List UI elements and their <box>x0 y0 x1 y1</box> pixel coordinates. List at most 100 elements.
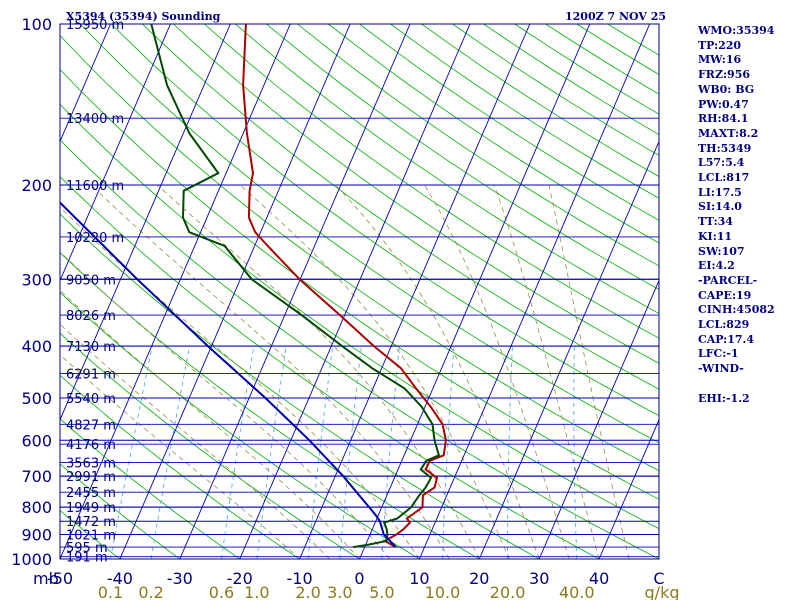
index-item: EI:4.2 <box>698 259 735 273</box>
temperature-tick-label: 30 <box>529 569 549 588</box>
index-item: LCL:817 <box>698 171 750 185</box>
isotherm-line <box>60 24 171 282</box>
mixing-ratio-label: 5.0 <box>369 583 394 600</box>
index-item: MAXT:8.2 <box>698 126 759 140</box>
height-label: 595 m <box>66 541 108 556</box>
mixing-ratio-label: 10.0 <box>425 583 461 600</box>
pressure-axis-label: mb <box>33 569 59 588</box>
height-label: 13400 m <box>66 112 124 127</box>
index-item: CAP:17.4 <box>698 332 755 346</box>
isotherm-line <box>239 24 471 559</box>
index-item: EHI:-1.2 <box>698 391 750 405</box>
height-label: 2991 m <box>66 470 116 485</box>
series-parcel-line <box>60 201 397 548</box>
index-item: SI:14.0 <box>698 200 742 214</box>
index-item: FRZ:956 <box>698 68 751 82</box>
height-label: 4176 m <box>66 438 116 453</box>
index-item: MW:16 <box>698 53 742 67</box>
index-item: CINH:45082 <box>698 303 775 317</box>
temperature-tick-label: -30 <box>167 569 193 588</box>
temperature-tick-label: -10 <box>287 569 313 588</box>
temperature-tick-label: -20 <box>227 569 253 588</box>
isotherm-line <box>359 24 591 559</box>
sounding-indices-list: WMO:35394 TP:220 MW:16 FRZ:956 WB0: BG PW:0.4… <box>698 24 775 406</box>
pressure-tick-label: 500 <box>21 389 52 408</box>
height-label: 5540 m <box>66 392 116 407</box>
isotherm-line <box>418 24 651 559</box>
series-temperature-line <box>242 24 447 548</box>
index-item: -WIND- <box>698 362 744 376</box>
pressure-tick-label: 100 <box>21 15 52 34</box>
index-item <box>698 377 775 392</box>
index-item: LCL:829 <box>698 318 750 332</box>
pressure-tick-label: 400 <box>21 337 52 356</box>
pressure-tick-label: 600 <box>21 431 52 450</box>
temperature-tick-label: 20 <box>469 569 489 588</box>
index-item: -PARCEL- <box>698 273 758 287</box>
height-label: 191 m <box>66 551 108 566</box>
index-item: WMO:35394 <box>698 24 775 37</box>
temperature-tick-label: 0 <box>354 569 364 588</box>
pressure-tick-label: 700 <box>21 467 52 486</box>
plot-frame <box>59 23 660 560</box>
isotherm-line <box>60 24 291 559</box>
index-item: LFC:-1 <box>698 347 739 361</box>
index-item: TT:34 <box>698 215 733 229</box>
pressure-tick-label: 200 <box>21 176 52 195</box>
height-label: 11600 m <box>66 179 124 194</box>
height-label: 9050 m <box>66 273 116 288</box>
moist-adiabat-line <box>494 184 600 559</box>
height-label: 4827 m <box>66 418 116 433</box>
pressure-tick-label: 300 <box>21 270 52 289</box>
temperature-unit-label: C <box>653 569 664 588</box>
sounding-profiles <box>60 24 447 549</box>
temperature-tick-label: -40 <box>107 569 133 588</box>
height-label: 1472 m <box>66 515 116 530</box>
pressure-tick-label: 900 <box>21 526 52 545</box>
index-item: L57:5.4 <box>698 156 745 170</box>
isotherm-line <box>598 418 659 559</box>
temperature-tick-label: 40 <box>589 569 609 588</box>
mixing-ratio-label: 20.0 <box>490 583 526 600</box>
mixing-ratio-label: 0.1 <box>98 583 123 600</box>
isotherm-line <box>538 279 659 559</box>
height-label: 8026 m <box>66 309 116 324</box>
mixing-ratio-label: 0.2 <box>138 583 163 600</box>
temperature-tick-label: -50 <box>47 569 73 588</box>
height-label: 1949 m <box>66 501 116 516</box>
series-dewpoint-line <box>150 24 441 549</box>
height-label: 3563 m <box>66 456 116 471</box>
pressure-tick-label: 1000 <box>11 550 52 569</box>
pressure-tick-label: 800 <box>21 498 52 517</box>
mixing-ratio-label: 40.0 <box>559 583 595 600</box>
index-item: LI:17.5 <box>698 185 742 199</box>
temperature-tick-label: 10 <box>409 569 429 588</box>
index-item: PW:0.47 <box>698 97 749 111</box>
isotherm-line <box>478 140 659 559</box>
index-item: TH:5349 <box>698 141 752 155</box>
station-title: X5394 (35394) Sounding <box>66 10 221 23</box>
height-label: 2455 m <box>66 486 116 501</box>
isotherm-line <box>179 24 411 559</box>
mixing-ratio-label: 2.0 <box>295 583 320 600</box>
index-item: KI:11 <box>698 229 733 243</box>
mixing-ratio-label: 3.0 <box>327 583 352 600</box>
mixing-ratio-unit-label: g/kg <box>645 583 680 600</box>
mixing-ratio-label: 0.6 <box>209 583 234 600</box>
plot-background <box>60 24 659 559</box>
mixing-ratio-label: 1.0 <box>244 583 269 600</box>
valid-time: 1200Z 7 NOV 25 <box>565 10 666 23</box>
isotherm-line <box>119 24 351 559</box>
index-item: CAPE:19 <box>698 288 752 302</box>
height-label: 15950 m <box>66 18 124 33</box>
height-label: 6291 m <box>66 367 116 382</box>
height-label: 10220 m <box>66 231 124 246</box>
height-label: 7130 m <box>66 340 116 355</box>
index-item: SW:107 <box>698 244 745 258</box>
index-item: TP:220 <box>698 38 742 52</box>
grid-lines <box>60 24 659 559</box>
isotherm-line <box>60 24 111 143</box>
moist-adiabat-line <box>60 323 330 559</box>
